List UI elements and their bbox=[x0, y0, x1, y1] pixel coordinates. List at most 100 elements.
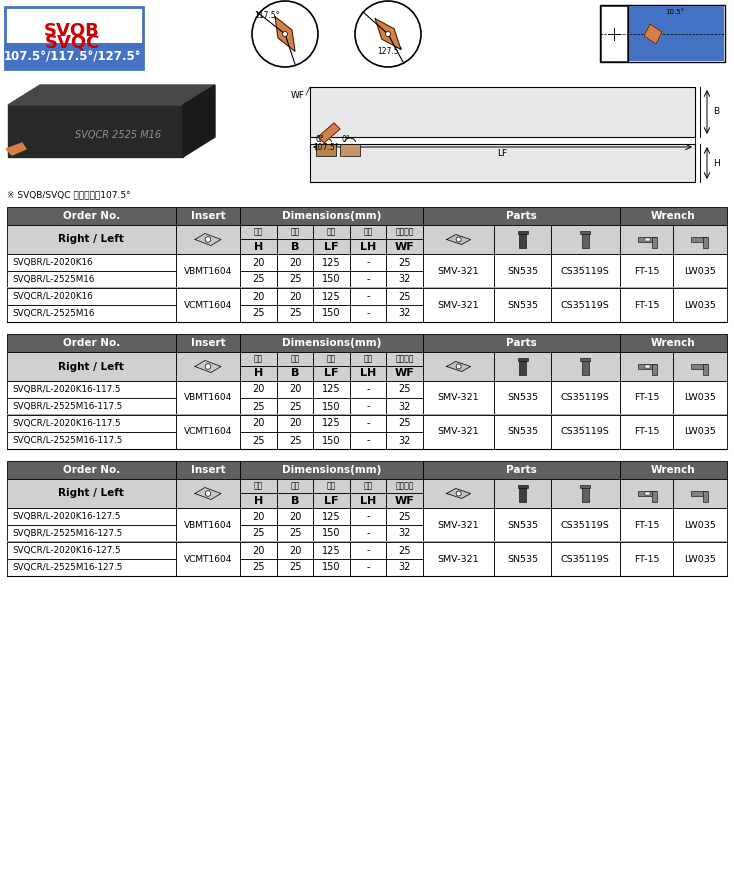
Bar bbox=[550, 288, 619, 322]
Bar bbox=[350, 366, 386, 381]
Bar bbox=[582, 232, 589, 247]
Text: 長度: 長度 bbox=[327, 354, 336, 363]
Bar bbox=[386, 479, 423, 493]
Text: WF: WF bbox=[395, 368, 415, 379]
Text: 0°: 0° bbox=[341, 134, 350, 144]
Bar bbox=[175, 334, 240, 352]
Text: -: - bbox=[366, 529, 370, 538]
Bar bbox=[350, 479, 386, 493]
Bar bbox=[495, 225, 550, 254]
Bar bbox=[386, 432, 423, 449]
Bar bbox=[350, 559, 386, 576]
Text: LF: LF bbox=[324, 241, 339, 252]
Polygon shape bbox=[318, 123, 340, 143]
Text: VCMT1604: VCMT1604 bbox=[184, 554, 232, 564]
Bar bbox=[619, 352, 673, 381]
Bar bbox=[550, 352, 619, 381]
Text: SVQBR/L-2525M16-127.5: SVQBR/L-2525M16-127.5 bbox=[12, 529, 123, 538]
Text: WF: WF bbox=[395, 241, 415, 252]
Text: SVQCR/L-2020K16: SVQCR/L-2020K16 bbox=[12, 292, 92, 301]
Bar bbox=[340, 144, 360, 156]
Text: Order No.: Order No. bbox=[62, 465, 120, 475]
Bar bbox=[240, 415, 277, 432]
Text: 150: 150 bbox=[322, 562, 341, 573]
Text: LW035: LW035 bbox=[684, 521, 716, 530]
Text: -: - bbox=[366, 258, 370, 267]
Bar bbox=[313, 432, 350, 449]
Circle shape bbox=[456, 364, 461, 369]
Bar bbox=[350, 305, 386, 322]
Text: Wrench: Wrench bbox=[651, 211, 696, 221]
Bar bbox=[313, 305, 350, 322]
Text: SMV-321: SMV-321 bbox=[437, 267, 479, 275]
Bar bbox=[581, 231, 590, 233]
Bar bbox=[386, 288, 423, 305]
Text: SN535: SN535 bbox=[507, 394, 538, 403]
Bar bbox=[7, 461, 175, 479]
Bar bbox=[240, 525, 277, 542]
Bar bbox=[277, 415, 313, 432]
Bar bbox=[350, 542, 386, 559]
Bar bbox=[423, 225, 495, 254]
Text: 頭長: 頭長 bbox=[363, 354, 373, 363]
Bar bbox=[638, 363, 655, 368]
Bar bbox=[7, 352, 175, 381]
Bar bbox=[240, 225, 277, 239]
Text: LF: LF bbox=[324, 368, 339, 379]
Bar bbox=[619, 479, 673, 508]
Bar bbox=[423, 288, 495, 322]
Text: 150: 150 bbox=[322, 436, 341, 446]
Bar bbox=[703, 237, 708, 247]
Bar bbox=[313, 352, 350, 366]
Bar bbox=[277, 305, 313, 322]
Bar bbox=[7, 414, 727, 415]
Bar bbox=[644, 365, 650, 368]
Bar bbox=[644, 238, 650, 241]
Text: WF: WF bbox=[395, 496, 415, 505]
Bar bbox=[600, 5, 725, 62]
Bar bbox=[423, 415, 495, 449]
Text: VBMT1604: VBMT1604 bbox=[184, 521, 232, 530]
Bar bbox=[386, 254, 423, 271]
Bar bbox=[495, 479, 550, 508]
Bar bbox=[240, 239, 277, 254]
Text: 150: 150 bbox=[322, 402, 341, 411]
Text: LH: LH bbox=[360, 496, 376, 505]
Text: B: B bbox=[291, 496, 299, 505]
Circle shape bbox=[206, 491, 211, 496]
Text: 工作寬度: 工作寬度 bbox=[396, 227, 414, 237]
Bar bbox=[175, 207, 240, 225]
Bar bbox=[240, 254, 277, 271]
Bar bbox=[7, 415, 175, 432]
Bar bbox=[7, 559, 175, 576]
Text: SMV-321: SMV-321 bbox=[437, 394, 479, 403]
Bar bbox=[386, 508, 423, 525]
Text: 25: 25 bbox=[289, 275, 302, 284]
Bar bbox=[703, 363, 708, 374]
Bar bbox=[7, 254, 175, 271]
Bar bbox=[175, 381, 240, 415]
Bar bbox=[240, 334, 423, 352]
Text: CS35119S: CS35119S bbox=[561, 394, 610, 403]
Bar bbox=[386, 559, 423, 576]
Bar bbox=[350, 381, 386, 398]
Bar bbox=[582, 486, 589, 502]
Bar bbox=[691, 490, 707, 496]
Text: 25: 25 bbox=[399, 258, 411, 267]
Bar bbox=[310, 144, 695, 182]
Bar bbox=[350, 415, 386, 432]
Text: VBMT1604: VBMT1604 bbox=[184, 267, 232, 275]
Text: SVQCR/L-2525M16-127.5: SVQCR/L-2525M16-127.5 bbox=[12, 563, 123, 572]
Text: Parts: Parts bbox=[506, 465, 537, 475]
Bar bbox=[519, 232, 526, 247]
Bar bbox=[313, 493, 350, 508]
Text: Insert: Insert bbox=[191, 211, 225, 221]
Text: SVQBR/L-2020K16-117.5: SVQBR/L-2020K16-117.5 bbox=[12, 385, 120, 394]
Text: SVQCR/L-2525M16: SVQCR/L-2525M16 bbox=[12, 309, 95, 318]
Text: 25: 25 bbox=[252, 275, 265, 284]
Polygon shape bbox=[195, 233, 221, 246]
Polygon shape bbox=[8, 105, 183, 157]
Text: 25: 25 bbox=[289, 436, 302, 446]
Bar bbox=[240, 542, 277, 559]
Bar bbox=[517, 231, 528, 233]
